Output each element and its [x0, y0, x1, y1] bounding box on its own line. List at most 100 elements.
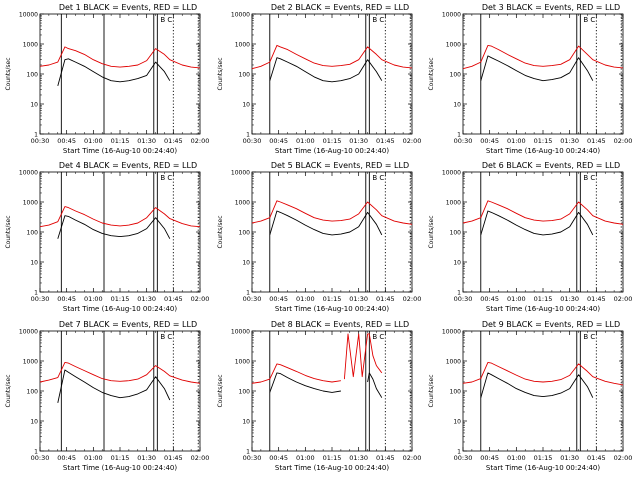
panel-title: Det 9 BLACK = Events, RED = LLD: [482, 320, 620, 329]
x-tick-label: 02:00: [614, 137, 633, 145]
y-tick-label: 10: [242, 102, 250, 109]
x-tick-label: 00:30: [31, 295, 50, 303]
marker-letter: C: [590, 174, 595, 182]
y-tick-label: 10000: [231, 12, 250, 19]
x-tick-label: 02:00: [191, 454, 210, 462]
series-line-events: [269, 372, 341, 393]
detector-panel-6: Det 6 BLACK = Events, RED = LLD Counts/se…: [428, 161, 632, 313]
x-axis-label: Start Time (16-Aug-10 00:24:40): [275, 147, 389, 155]
series-line-lld: [39, 361, 201, 384]
series-line-events: [480, 210, 594, 236]
y-tick-label: 1000: [235, 42, 250, 49]
x-tick-label: 00:30: [454, 454, 473, 462]
marker-letter: B: [583, 16, 588, 24]
x-tick-label: 01:00: [296, 295, 315, 303]
series-line-events: [269, 210, 383, 236]
x-tick-label: 01:45: [587, 295, 606, 303]
y-axis-label: Counts/sec: [5, 374, 12, 407]
panel-title: Det 7 BLACK = Events, RED = LLD: [59, 320, 197, 329]
x-tick-label: 00:30: [31, 454, 50, 462]
x-tick-label: 01:15: [534, 295, 553, 303]
x-tick-label: 01:30: [137, 137, 156, 145]
series-line-events: [269, 57, 383, 83]
detector-panel-5: Det 5 BLACK = Events, RED = LLD Counts/se…: [217, 161, 421, 313]
series-line-lld: [39, 46, 201, 69]
x-tick-label: 01:45: [164, 137, 183, 145]
x-axis-label: Start Time (16-Aug-10 00:24:40): [63, 147, 177, 155]
y-tick-label: 10: [242, 419, 250, 426]
y-tick-label: 10000: [442, 12, 461, 19]
x-axis-label: Start Time (16-Aug-10 00:24:40): [63, 464, 177, 472]
x-tick-label: 01:00: [507, 137, 526, 145]
y-tick-label: 1: [246, 290, 250, 297]
x-tick-label: 01:45: [376, 454, 395, 462]
detector-panel-4: Det 4 BLACK = Events, RED = LLD Counts/se…: [5, 161, 209, 313]
detector-panel-1: Det 1 BLACK = Events, RED = LLD Counts/se…: [5, 3, 209, 155]
x-tick-label: 00:45: [269, 295, 288, 303]
plot-frame: [251, 330, 413, 452]
x-tick-label: 00:30: [31, 137, 50, 145]
y-tick-label: 1000: [446, 359, 461, 366]
x-axis-label: Start Time (16-Aug-10 00:24:40): [486, 464, 600, 472]
plot-frame: [39, 330, 201, 452]
marker-letter: C: [379, 174, 384, 182]
x-tick-label: 01:30: [349, 137, 368, 145]
series-line-lld: [251, 363, 341, 384]
marker-letter: C: [167, 174, 172, 182]
y-tick-label: 100: [27, 72, 39, 79]
x-tick-label: 01:00: [507, 295, 526, 303]
x-tick-label: 00:30: [243, 295, 262, 303]
series-line-lld: [343, 333, 383, 380]
y-axis-label: Counts/sec: [428, 215, 435, 248]
plot-frame: [462, 171, 624, 293]
panel-title: Det 5 BLACK = Events, RED = LLD: [271, 161, 409, 170]
x-tick-label: 00:30: [243, 137, 262, 145]
y-tick-label: 1000: [235, 200, 250, 207]
x-tick-label: 01:00: [84, 137, 103, 145]
panel-title: Det 6 BLACK = Events, RED = LLD: [482, 161, 620, 170]
x-tick-label: 01:15: [111, 137, 130, 145]
x-tick-label: 00:30: [454, 137, 473, 145]
series-line-events: [480, 55, 594, 82]
x-tick-label: 01:30: [137, 454, 156, 462]
y-tick-label: 10: [30, 419, 38, 426]
detector-panel-2: Det 2 BLACK = Events, RED = LLD Counts/se…: [217, 3, 421, 155]
x-tick-label: 01:15: [111, 295, 130, 303]
x-axis-label: Start Time (16-Aug-10 00:24:40): [275, 305, 389, 313]
marker-letter: B: [160, 174, 165, 182]
x-tick-label: 02:00: [403, 137, 422, 145]
y-tick-label: 10: [453, 102, 461, 109]
y-tick-label: 10000: [19, 12, 38, 19]
x-tick-label: 02:00: [191, 137, 210, 145]
panel-title: Det 4 BLACK = Events, RED = LLD: [59, 161, 197, 170]
y-tick-label: 1000: [446, 200, 461, 207]
marker-letter: C: [379, 16, 384, 24]
x-tick-label: 00:45: [480, 454, 499, 462]
x-tick-label: 01:45: [587, 454, 606, 462]
y-tick-label: 1000: [235, 359, 250, 366]
y-tick-label: 10: [453, 260, 461, 267]
detector-panel-7: Det 7 BLACK = Events, RED = LLD Counts/se…: [5, 320, 209, 472]
x-tick-label: 00:45: [480, 295, 499, 303]
y-tick-label: 100: [27, 389, 39, 396]
detector-panel-8: Det 8 BLACK = Events, RED = LLD Counts/se…: [217, 320, 421, 472]
panel-title: Det 3 BLACK = Events, RED = LLD: [482, 3, 620, 12]
y-tick-label: 100: [450, 389, 462, 396]
y-tick-label: 1: [457, 449, 461, 456]
y-tick-label: 10: [30, 260, 38, 267]
x-tick-label: 01:00: [507, 454, 526, 462]
detector-panel-3: Det 3 BLACK = Events, RED = LLD Counts/se…: [428, 3, 632, 155]
x-tick-label: 00:45: [269, 137, 288, 145]
marker-letter: B: [372, 333, 377, 341]
y-tick-label: 10000: [231, 170, 250, 177]
y-tick-label: 1: [34, 132, 38, 139]
x-axis-label: Start Time (16-Aug-10 00:24:40): [63, 305, 177, 313]
y-tick-label: 1: [457, 290, 461, 297]
x-tick-label: 01:15: [534, 137, 553, 145]
x-tick-label: 01:15: [534, 454, 553, 462]
y-tick-label: 10000: [442, 170, 461, 177]
series-line-events: [367, 372, 383, 398]
marker-letter: C: [590, 333, 595, 341]
marker-letter: C: [590, 16, 595, 24]
